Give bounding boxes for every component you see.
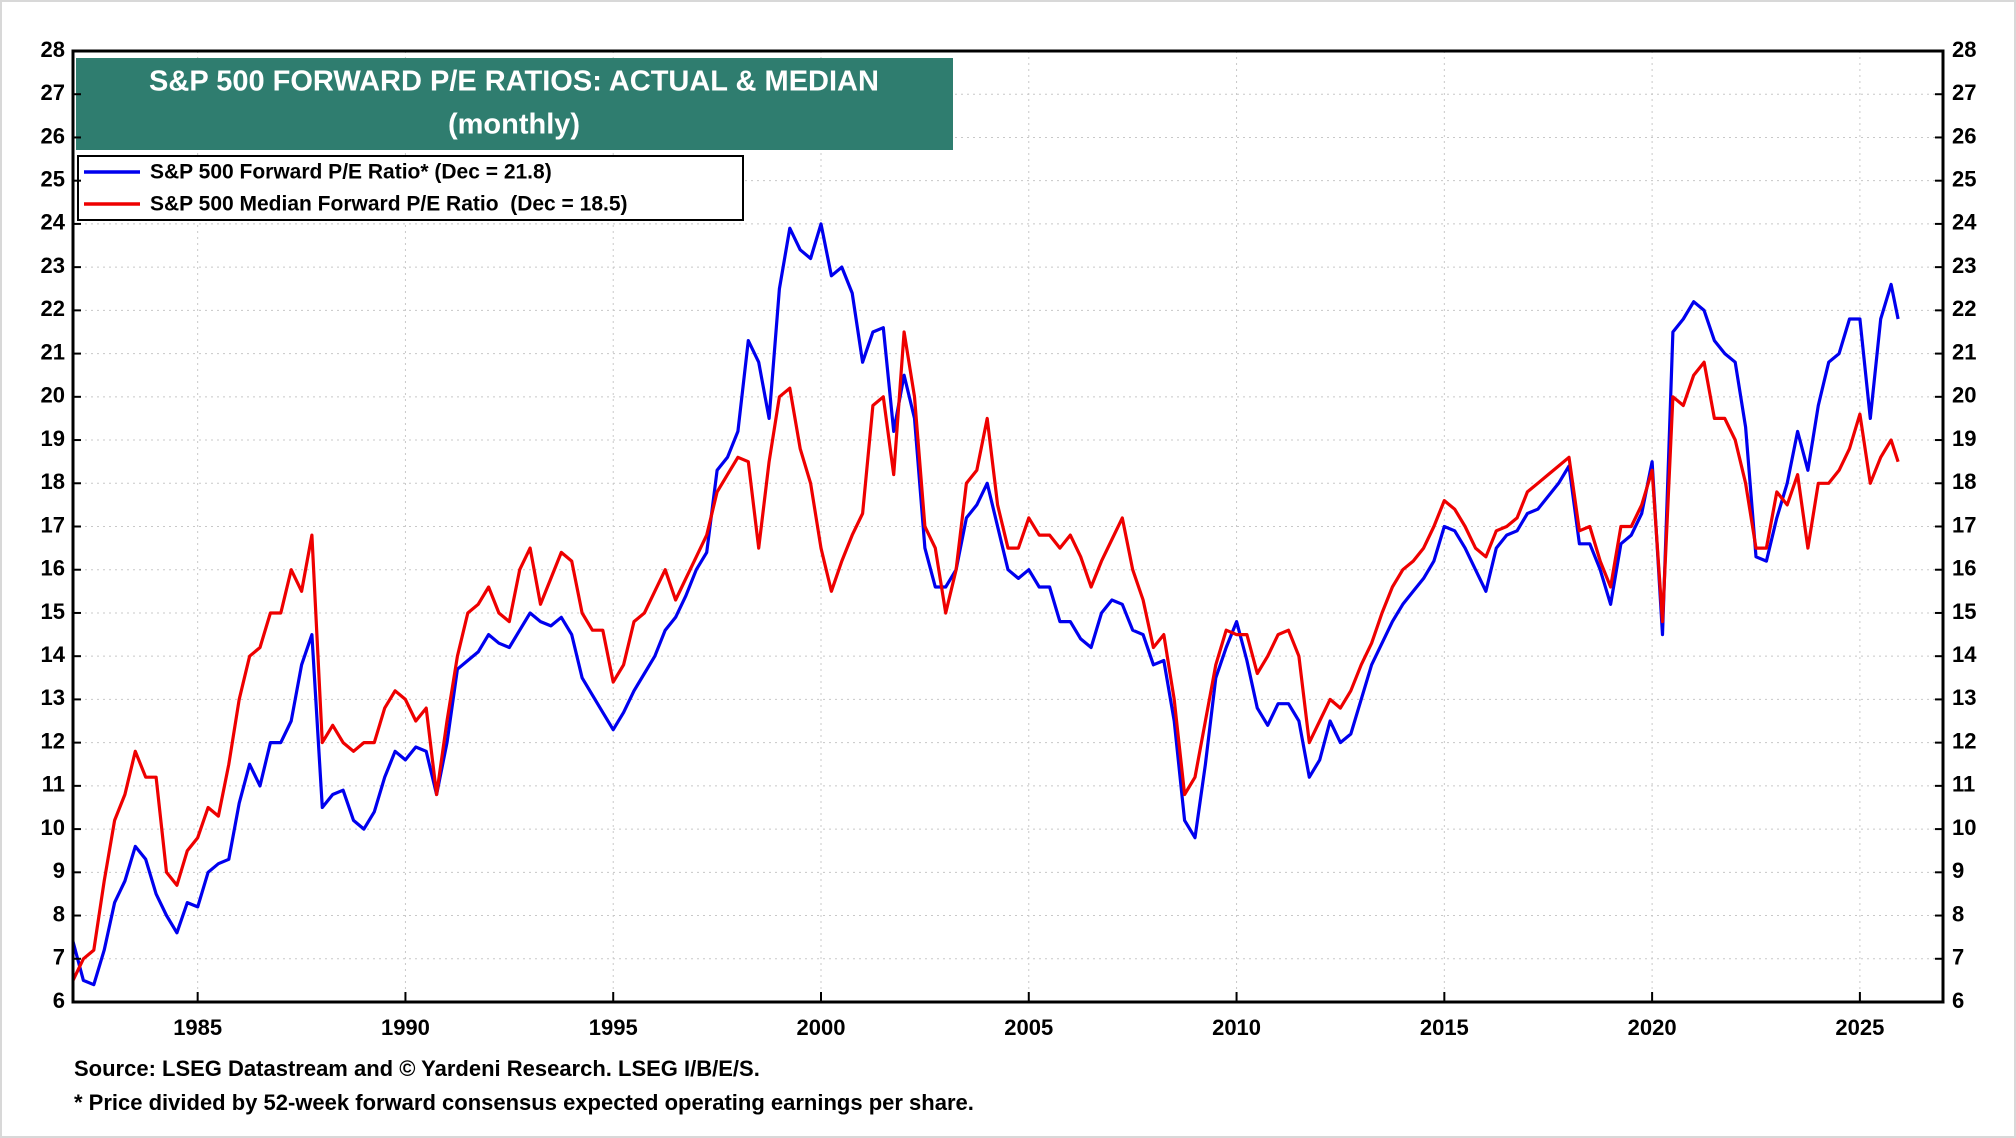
y2-tick-label: 14 bbox=[1952, 642, 1977, 667]
legend bbox=[77, 155, 744, 221]
y-tick-label: 10 bbox=[41, 815, 65, 840]
chart-subtitle: (monthly) bbox=[448, 109, 580, 141]
y2-tick-label: 16 bbox=[1952, 556, 1976, 581]
y2-tick-label: 23 bbox=[1952, 253, 1976, 278]
footnote: * Price divided by 52-week forward conse… bbox=[74, 1090, 974, 1115]
y-tick-label: 19 bbox=[41, 426, 65, 451]
series-line bbox=[71, 222, 1900, 987]
source-note: Source: LSEG Datastream and © Yardeni Re… bbox=[74, 1056, 760, 1081]
y-tick-label: 15 bbox=[41, 599, 65, 624]
series-line bbox=[71, 330, 1900, 982]
y2-tick-label: 28 bbox=[1952, 37, 1976, 62]
y-tick-label: 7 bbox=[53, 945, 65, 970]
y-tick-label: 13 bbox=[41, 685, 65, 710]
lines bbox=[71, 222, 1900, 987]
y-tick-label: 12 bbox=[41, 728, 65, 753]
y-tick-label: 11 bbox=[42, 772, 65, 797]
x-tick-label: 2015 bbox=[1420, 1015, 1469, 1040]
y-tick-label: 18 bbox=[41, 469, 65, 494]
y2-tick-label: 6 bbox=[1952, 988, 1964, 1013]
x-tick-label: 1985 bbox=[173, 1015, 222, 1040]
y-tick-label: 8 bbox=[53, 901, 65, 926]
y-tick-label: 26 bbox=[41, 123, 65, 148]
x-tick-label: 2005 bbox=[1004, 1015, 1053, 1040]
y-tick-label: 25 bbox=[41, 166, 65, 191]
y2-tick-label: 22 bbox=[1952, 296, 1976, 321]
y-tick-label: 23 bbox=[41, 253, 65, 278]
y2-tick-label: 11 bbox=[1952, 772, 1975, 797]
y-tick-label: 24 bbox=[41, 210, 66, 235]
y2-tick-label: 8 bbox=[1952, 901, 1964, 926]
y2-tick-label: 12 bbox=[1952, 728, 1976, 753]
y2-tick-label: 21 bbox=[1952, 339, 1976, 364]
y-tick-label: 22 bbox=[41, 296, 65, 321]
y-tick-label: 27 bbox=[41, 80, 65, 105]
legend-label: S&P 500 Median Forward P/E Ratio (Dec = … bbox=[150, 193, 628, 216]
x-tick-label: 1990 bbox=[381, 1015, 430, 1040]
y-tick-label: 28 bbox=[41, 37, 65, 62]
y2-tick-label: 18 bbox=[1952, 469, 1976, 494]
y2-tick-label: 17 bbox=[1952, 512, 1976, 537]
y2-tick-label: 24 bbox=[1952, 210, 1977, 235]
y2-tick-label: 26 bbox=[1952, 123, 1976, 148]
y2-tick-label: 7 bbox=[1952, 945, 1964, 970]
title-box bbox=[76, 58, 953, 150]
x-tick-label: 1995 bbox=[589, 1015, 638, 1040]
legend-label: S&P 500 Forward P/E Ratio* (Dec = 21.8) bbox=[150, 161, 552, 184]
y2-tick-label: 10 bbox=[1952, 815, 1976, 840]
y-tick-label: 20 bbox=[41, 383, 65, 408]
x-tick-label: 2025 bbox=[1835, 1015, 1884, 1040]
x-tick-label: 2000 bbox=[797, 1015, 846, 1040]
y-tick-label: 6 bbox=[53, 988, 65, 1013]
x-tick-label: 2020 bbox=[1628, 1015, 1677, 1040]
y2-tick-label: 27 bbox=[1952, 80, 1976, 105]
y2-tick-label: 19 bbox=[1952, 426, 1976, 451]
y-tick-label: 21 bbox=[41, 339, 65, 364]
y2-tick-label: 15 bbox=[1952, 599, 1976, 624]
chart-title: S&P 500 FORWARD P/E RATIOS: ACTUAL & MED… bbox=[149, 66, 879, 98]
y2-tick-label: 13 bbox=[1952, 685, 1976, 710]
y-tick-label: 17 bbox=[41, 512, 65, 537]
y-tick-label: 16 bbox=[41, 556, 65, 581]
x-tick-label: 2010 bbox=[1212, 1015, 1261, 1040]
y2-tick-label: 20 bbox=[1952, 383, 1976, 408]
y-tick-label: 9 bbox=[53, 858, 65, 883]
ticks: 6 6 7 7 8 8 9 9 10 10 11 11 12 12 13 13 14 14 15 15 16 16 17 17… bbox=[41, 37, 1978, 1040]
y2-tick-label: 25 bbox=[1952, 166, 1976, 191]
y2-tick-label: 9 bbox=[1952, 858, 1964, 883]
y-tick-label: 14 bbox=[41, 642, 66, 667]
